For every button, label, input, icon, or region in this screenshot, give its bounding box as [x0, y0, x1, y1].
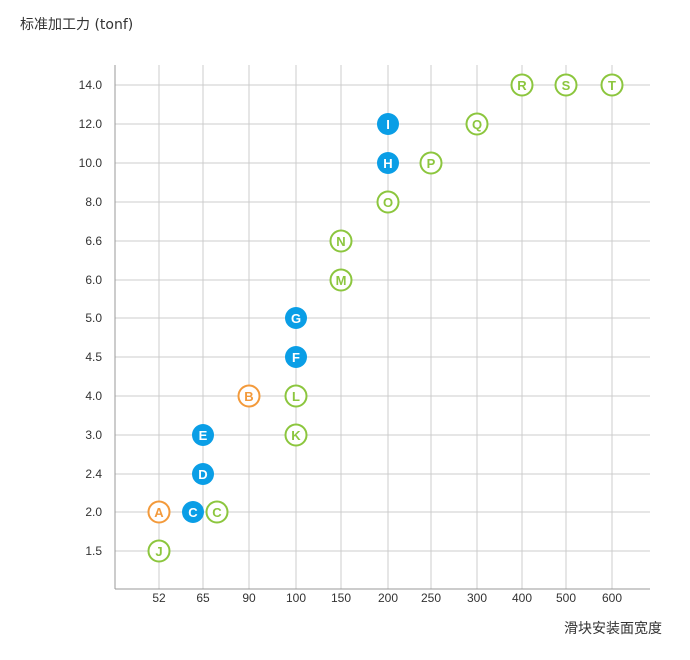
point-a-orange: A [147, 500, 171, 524]
point-n-green: N [329, 229, 353, 253]
x-tick-label: 52 [152, 591, 166, 605]
x-axis-title: 滑块安装面宽度 [564, 621, 662, 637]
point-l-green: L [284, 384, 308, 408]
point-marker [510, 73, 534, 97]
point-label: T [608, 78, 616, 93]
point-marker [284, 384, 308, 408]
point-label: D [198, 467, 207, 482]
y-tick-label: 14.0 [79, 78, 103, 92]
x-tick-label: 400 [512, 591, 532, 605]
point-marker [329, 268, 353, 292]
point-label: O [383, 195, 393, 210]
point-label: N [336, 234, 345, 249]
point-marker [554, 73, 578, 97]
point-t-green: T [600, 73, 624, 97]
x-tick-label: 300 [467, 591, 487, 605]
y-tick-label: 4.0 [85, 389, 102, 403]
point-marker [465, 112, 489, 136]
point-marker [376, 190, 400, 214]
point-label: G [291, 311, 301, 326]
point-marker [377, 113, 399, 135]
point-k-green: K [284, 423, 308, 447]
x-tick-label: 200 [378, 591, 398, 605]
point-s-green: S [554, 73, 578, 97]
x-tick-label: 90 [242, 591, 256, 605]
point-marker [205, 500, 229, 524]
point-label: E [199, 428, 208, 443]
point-label: A [154, 505, 164, 520]
point-label: B [244, 389, 253, 404]
point-m-green: M [329, 268, 353, 292]
y-axis-title: 标准加工力 (tonf) [20, 17, 134, 33]
x-tick-label: 150 [331, 591, 351, 605]
point-marker [329, 229, 353, 253]
point-e-blue: E [192, 424, 214, 446]
point-label: S [562, 78, 571, 93]
point-c-green: C [205, 500, 229, 524]
point-j-green: J [147, 539, 171, 563]
point-marker [237, 384, 261, 408]
point-marker [147, 539, 171, 563]
point-label: K [291, 428, 301, 443]
point-r-green: R [510, 73, 534, 97]
tick-labels: 1.5 2.0 2.4 3.0 4.0 4.5 5.0 6.0 6.6 8.0 10.0 12.0 14… [79, 78, 623, 605]
point-label: R [517, 78, 527, 93]
point-label: H [383, 156, 392, 171]
point-d-blue: D [192, 463, 214, 485]
x-tick-label: 500 [556, 591, 576, 605]
point-marker [182, 501, 204, 523]
y-tick-label: 10.0 [79, 156, 103, 170]
axes [114, 65, 650, 590]
y-tick-label: 8.0 [85, 195, 102, 209]
x-tick-label: 250 [421, 591, 441, 605]
point-label: L [292, 389, 300, 404]
data-points: A B C C D E F G H I J K L M N O P Q R S T [147, 73, 624, 563]
y-tick-label: 12.0 [79, 117, 103, 131]
point-marker [419, 151, 443, 175]
x-tick-label: 65 [196, 591, 210, 605]
point-marker [192, 463, 214, 485]
point-label: M [336, 273, 347, 288]
y-tick-label: 3.0 [85, 428, 102, 442]
point-p-green: P [419, 151, 443, 175]
point-marker [147, 500, 171, 524]
point-h-blue: H [377, 152, 399, 174]
point-label: J [155, 544, 162, 559]
point-label: F [292, 350, 300, 365]
point-marker [377, 152, 399, 174]
point-marker [284, 423, 308, 447]
y-tick-label: 6.0 [85, 273, 102, 287]
point-g-blue: G [285, 307, 307, 329]
point-marker [600, 73, 624, 97]
point-label: I [386, 117, 390, 132]
y-tick-label: 4.5 [85, 350, 102, 364]
point-o-green: O [376, 190, 400, 214]
point-f-blue: F [285, 346, 307, 368]
y-tick-label: 5.0 [85, 311, 102, 325]
point-marker [285, 346, 307, 368]
point-label: P [427, 156, 436, 171]
y-tick-label: 2.4 [85, 467, 102, 481]
x-tick-label: 600 [602, 591, 622, 605]
point-c-blue: C [182, 501, 204, 523]
point-marker [192, 424, 214, 446]
point-b-orange: B [237, 384, 261, 408]
y-tick-label: 1.5 [85, 544, 102, 558]
point-q-green: Q [465, 112, 489, 136]
y-tick-label: 2.0 [85, 505, 102, 519]
point-i-blue: I [377, 113, 399, 135]
y-tick-label: 6.6 [85, 234, 102, 248]
x-tick-label: 100 [286, 591, 306, 605]
point-label: Q [472, 117, 482, 132]
point-marker [285, 307, 307, 329]
point-label: C [188, 505, 198, 520]
point-label: C [212, 505, 222, 520]
